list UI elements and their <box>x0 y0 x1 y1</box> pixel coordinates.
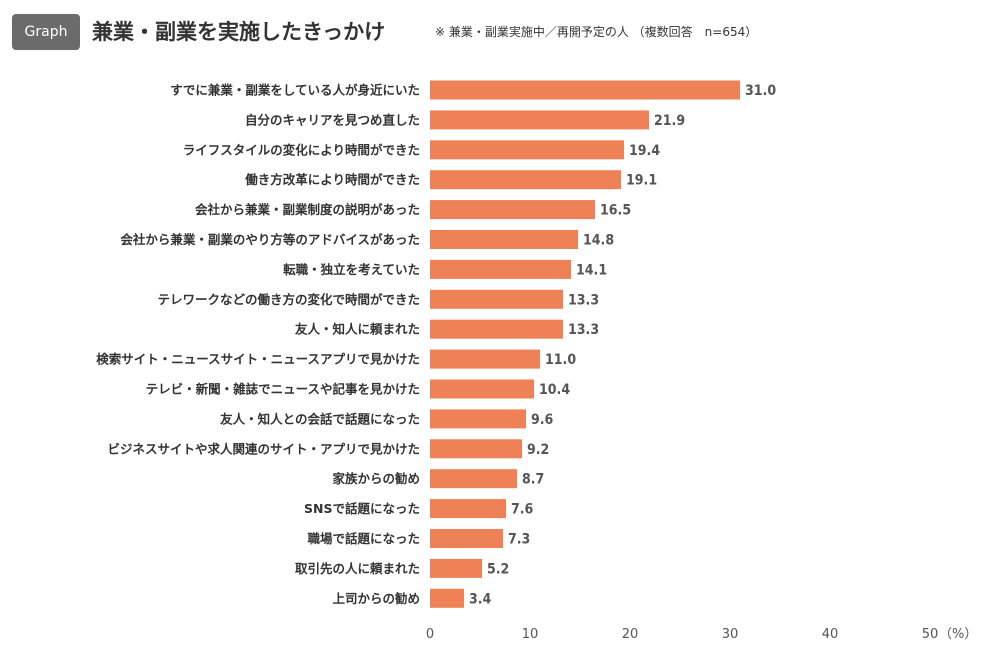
category-label: 働き方改革により時間ができた <box>244 172 420 187</box>
chart-title: 兼業・副業を実施したきっかけ <box>92 20 386 44</box>
value-label: 3.4 <box>469 591 492 607</box>
category-label: テレワークなどの働き方の変化で時間ができた <box>157 292 420 307</box>
x-tick-label: 10 <box>522 627 539 642</box>
category-label: 友人・知人に頼まれた <box>294 322 420 337</box>
value-label: 14.1 <box>576 262 607 278</box>
value-label: 19.1 <box>626 173 657 189</box>
value-label: 8.7 <box>522 472 544 488</box>
x-tick-label: 50 <box>922 627 939 642</box>
chart-header: Graph 兼業・副業を実施したきっかけ ※ 兼業・副業実施中／再開予定の人 （… <box>12 14 969 50</box>
x-tick-label: 20 <box>622 627 639 642</box>
x-unit-label: （%） <box>939 627 977 642</box>
bar <box>430 259 571 279</box>
bar <box>430 349 540 369</box>
bar <box>430 140 624 160</box>
x-tick-label: 0 <box>426 627 434 642</box>
category-label: 友人・知人との会話で話題になった <box>219 411 420 426</box>
value-label: 7.3 <box>508 532 530 548</box>
category-label: 取引先の人に頼まれた <box>295 561 420 576</box>
bar <box>430 379 534 399</box>
bar <box>430 439 522 459</box>
bar <box>430 289 563 309</box>
sample-note: ※ 兼業・副業実施中／再開予定の人 （複数回答 n=654） <box>435 25 758 39</box>
value-label: 9.2 <box>527 442 549 458</box>
category-label: テレビ・新聞・雑誌でニュースや記事を見かけた <box>146 382 420 397</box>
bar <box>430 319 563 339</box>
value-label: 7.6 <box>511 502 534 518</box>
x-tick-label: 40 <box>822 627 839 642</box>
category-label: 職場で話題になった <box>307 531 420 546</box>
bar <box>430 230 578 249</box>
value-label: 10.4 <box>539 382 570 398</box>
bar <box>430 588 464 608</box>
category-label: 会社から兼業・副業制度の説明があった <box>195 202 420 217</box>
value-label: 31.0 <box>745 83 776 99</box>
category-label: ライフスタイルの変化により時間ができた <box>183 142 420 157</box>
category-label: 家族からの勧め <box>332 471 420 486</box>
value-label: 16.5 <box>600 203 631 219</box>
value-label: 5.2 <box>487 561 509 577</box>
bar <box>430 110 649 130</box>
category-label: SNSで話題になった <box>304 501 420 516</box>
value-label: 9.6 <box>531 412 554 428</box>
x-tick-label: 30 <box>722 627 739 642</box>
value-label: 13.3 <box>568 292 599 308</box>
category-label: ビジネスサイトや求人関連のサイト・アプリで見かけた <box>107 441 420 456</box>
bar <box>430 409 526 429</box>
category-label: 上司からの勧め <box>332 591 420 606</box>
bar <box>430 200 595 220</box>
category-label: すでに兼業・副業をしている人が身近にいた <box>170 83 420 98</box>
value-label: 14.8 <box>583 233 614 249</box>
value-label: 19.4 <box>629 143 660 159</box>
value-label: 13.3 <box>568 322 599 338</box>
value-label: 21.9 <box>654 113 685 129</box>
category-label: 検索サイト・ニュースサイト・ニュースアプリで見かけた <box>96 352 420 367</box>
bar <box>430 558 482 578</box>
bar <box>430 499 506 519</box>
category-label: 転職・独立を考えていた <box>283 262 420 277</box>
category-label: 自分のキャリアを見つめ直した <box>245 112 420 127</box>
bar <box>430 469 517 489</box>
bar <box>430 529 503 548</box>
category-label: 会社から兼業・副業のやり方等のアドバイスがあった <box>120 232 420 247</box>
bar <box>430 80 740 100</box>
graph-badge: Graph <box>12 14 80 50</box>
value-label: 11.0 <box>545 352 576 368</box>
bar <box>430 170 621 190</box>
